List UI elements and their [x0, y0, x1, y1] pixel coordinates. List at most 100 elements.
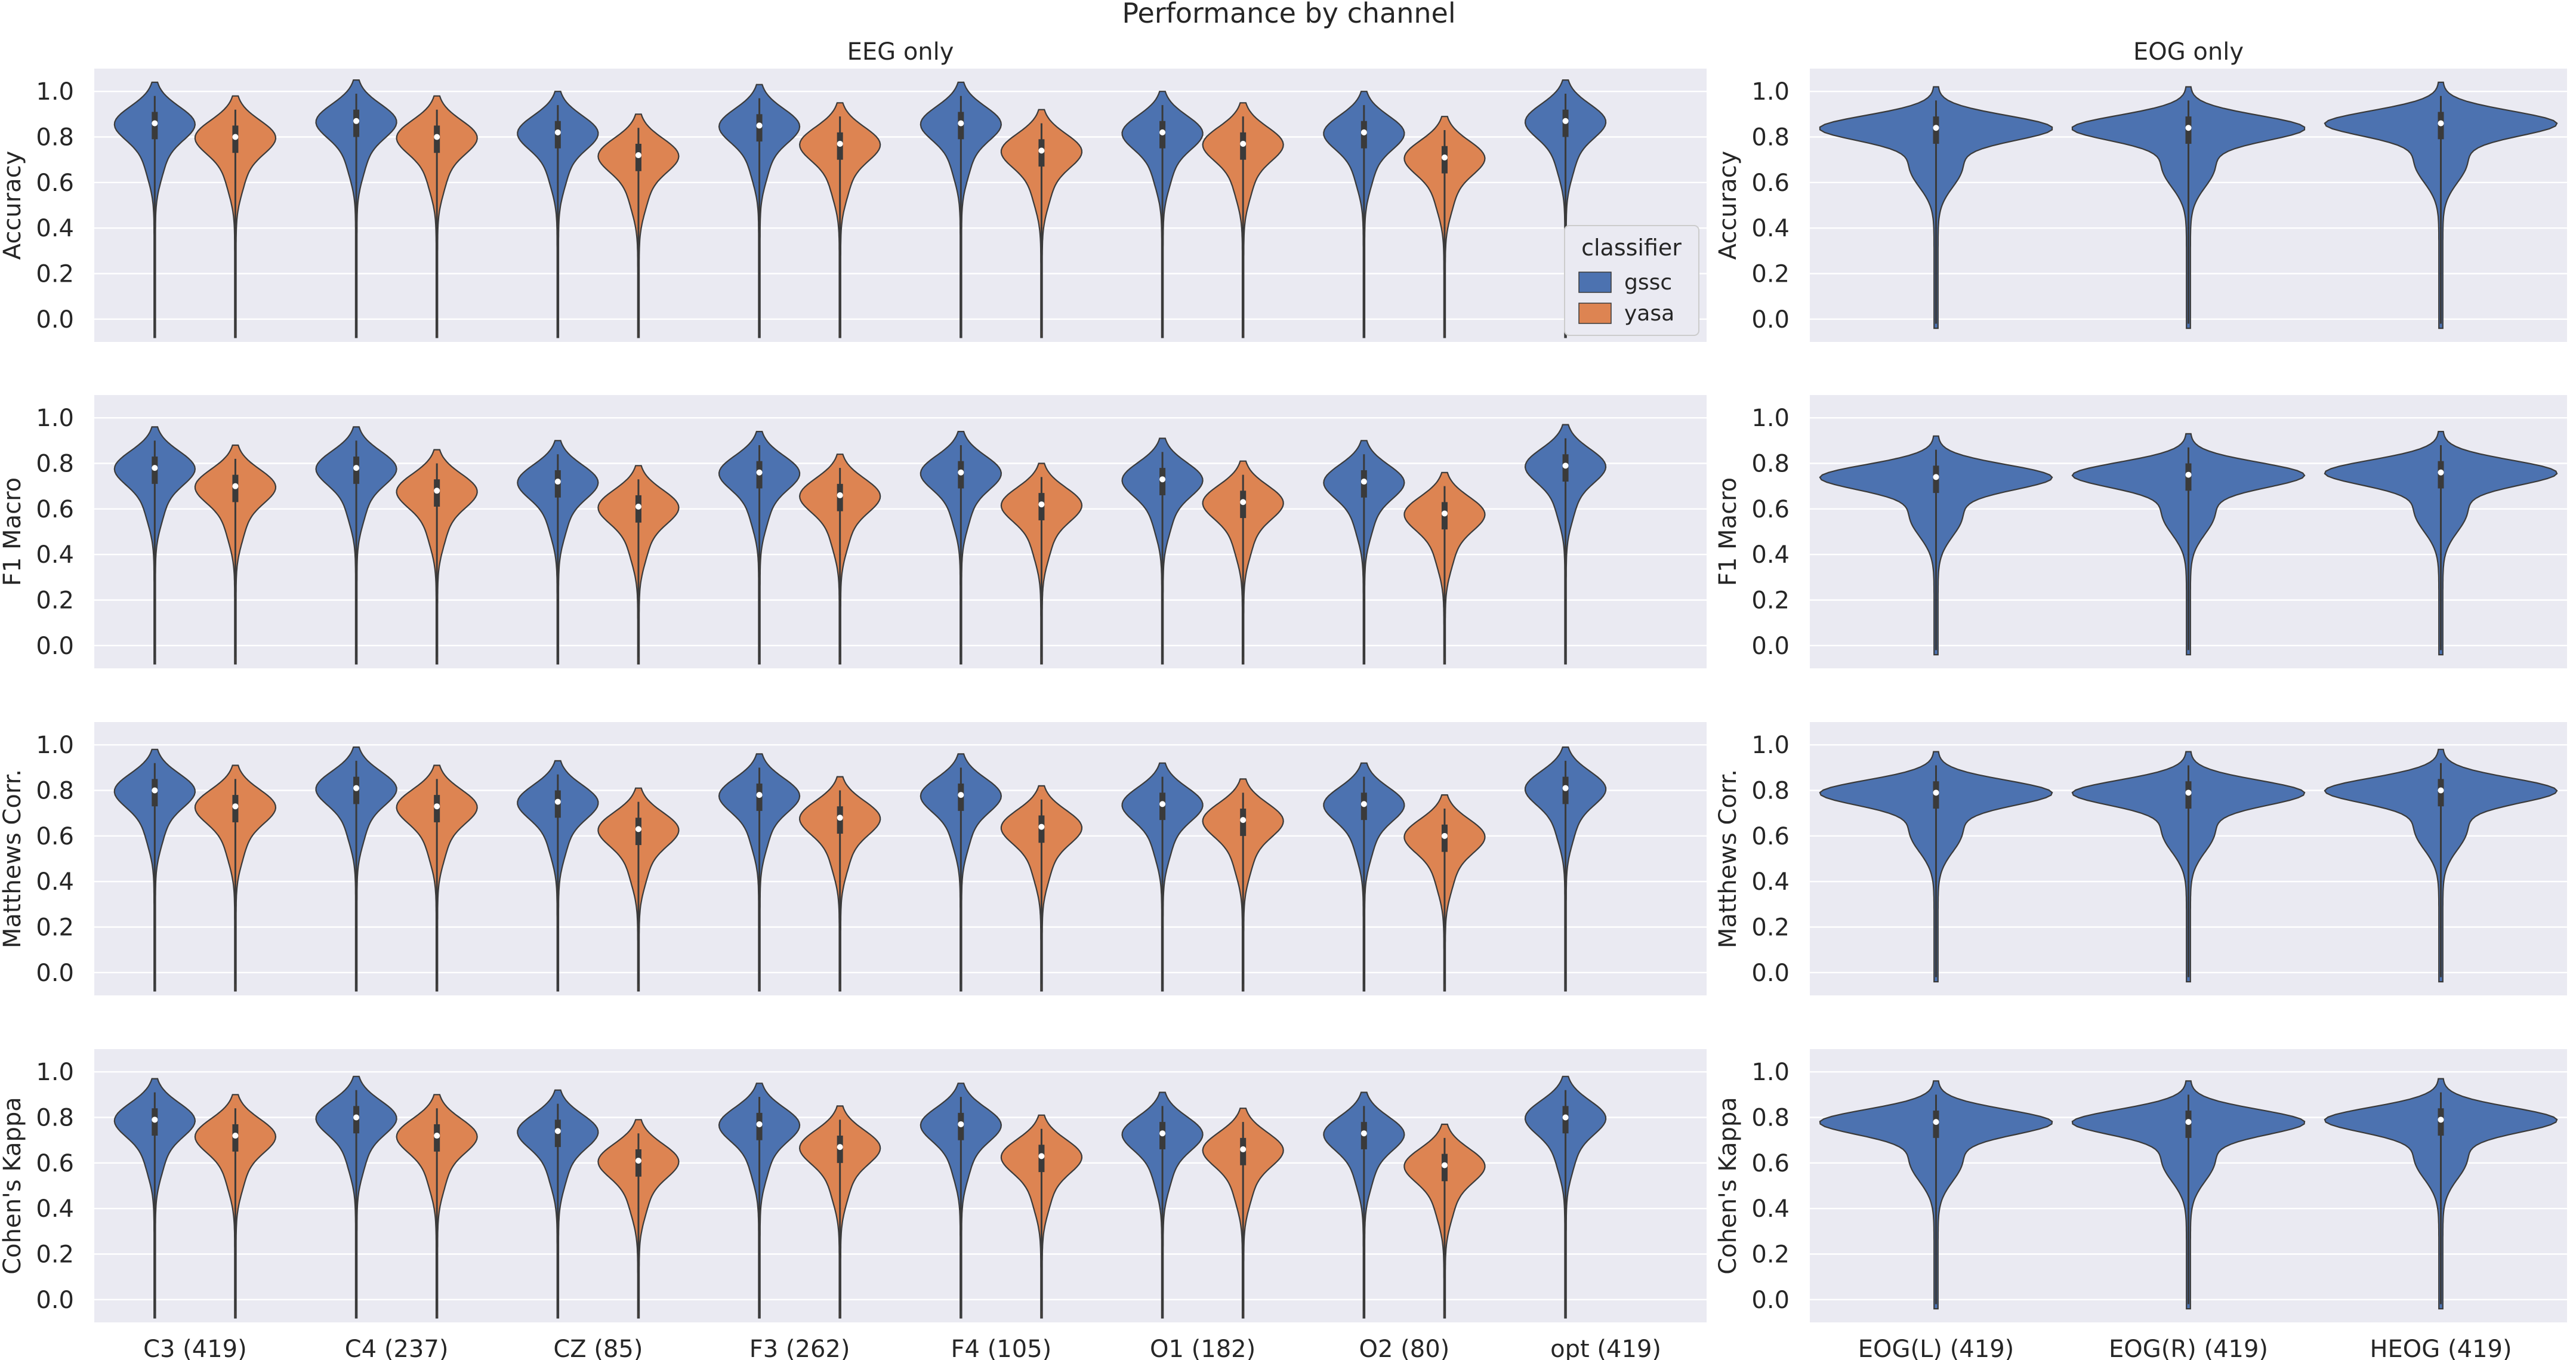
y-tick-label: 1.0: [36, 405, 74, 432]
violin-median-dot: [554, 798, 561, 805]
violin-median-dot: [1159, 476, 1166, 483]
violin-median-dot: [434, 134, 440, 140]
legend-swatch-gssc: [1578, 272, 1612, 293]
y-tick-label: 0.4: [1751, 215, 1790, 242]
violin-median-dot: [1361, 1130, 1367, 1137]
subplot-eog-mcc: 0.0 0.2 0.4 0.6 0.8 1.0 Matthews Corr.: [1714, 722, 2567, 995]
y-tick-label: 0.6: [36, 1150, 74, 1177]
y-axis-label: Matthews Corr.: [1714, 769, 1742, 948]
violin-median-dot: [958, 1121, 964, 1127]
y-tick-label: 0.4: [1751, 1195, 1790, 1223]
x-tick-label: O1 (182): [1150, 1336, 1255, 1360]
y-tick-label: 0.4: [36, 868, 74, 896]
violin-median-dot: [2438, 787, 2444, 794]
violin-median-dot: [2185, 471, 2192, 478]
violin-median-dot: [635, 504, 641, 510]
y-tick-label: 0.6: [36, 823, 74, 850]
y-tick-label: 0.6: [1751, 823, 1790, 850]
violin-median-dot: [1562, 118, 1569, 124]
violin-median-dot: [1240, 1146, 1247, 1152]
y-tick-label: 0.2: [1751, 587, 1790, 615]
y-tick-label: 0.6: [36, 496, 74, 523]
violin-median-dot: [1240, 499, 1247, 505]
violin-median-dot: [837, 815, 843, 821]
violin-median-dot: [1240, 140, 1247, 147]
y-tick-label: 0.0: [36, 1287, 74, 1314]
violin-median-dot: [1038, 147, 1045, 154]
violin-median-dot: [2185, 1119, 2192, 1125]
violin-median-dot: [2438, 120, 2444, 127]
violin-median-dot: [434, 488, 440, 494]
y-tick-label: 1.0: [1751, 1059, 1790, 1086]
y-axis-label: Cohen's Kappa: [0, 1097, 26, 1275]
violin-median-dot: [837, 140, 843, 147]
violin-median-dot: [1441, 832, 1448, 839]
legend: classifier gssc yasa: [1564, 225, 1699, 336]
y-axis-label: Matthews Corr.: [0, 769, 26, 948]
violin-median-dot: [635, 826, 641, 832]
subplot-eeg-kappa: 0.0 0.2 0.4 0.6 0.8 1.0 Cohen's Kappa C3 (419) C…: [0, 1049, 1707, 1360]
x-tick-label: EOG(R) (419): [2109, 1336, 2268, 1360]
violin-median-dot: [232, 483, 239, 489]
panel-title-eog: EOG only: [2133, 38, 2244, 66]
violin-median-dot: [1441, 154, 1448, 161]
violin-median-dot: [353, 1114, 360, 1121]
violin-median-dot: [1441, 1162, 1448, 1168]
y-tick-label: 1.0: [1751, 732, 1790, 759]
violin-median-dot: [2185, 125, 2192, 131]
violin-median-dot: [152, 787, 158, 794]
violin-median-dot: [1159, 129, 1166, 135]
x-tick-label: EOG(L) (419): [1858, 1336, 2014, 1360]
violin-median-dot: [1933, 474, 1939, 480]
y-tick-label: 0.6: [1751, 169, 1790, 197]
y-tick-label: 0.8: [1751, 778, 1790, 805]
x-tick-label: opt (419): [1550, 1336, 1661, 1360]
violin-median-dot: [232, 1133, 239, 1139]
y-tick-label: 0.2: [36, 261, 74, 288]
violin-median-dot: [837, 492, 843, 498]
y-tick-label: 0.2: [36, 1241, 74, 1269]
violin-median-dot: [958, 469, 964, 476]
violin-median-dot: [1159, 801, 1166, 807]
y-tick-label: 0.8: [36, 451, 74, 478]
subplot-eog-kappa: 0.0 0.2 0.4 0.6 0.8 1.0 Cohen's Kappa EOG(L) (4…: [1714, 1049, 2567, 1360]
figure-title: Performance by channel: [1122, 0, 1455, 29]
y-tick-label: 0.0: [36, 633, 74, 660]
y-tick-label: 1.0: [36, 78, 74, 106]
violin-median-dot: [1933, 1119, 1939, 1125]
y-tick-label: 1.0: [36, 1059, 74, 1086]
violin-median-dot: [2185, 790, 2192, 796]
x-tick-label: F4 (105): [951, 1336, 1052, 1360]
legend-label-gssc: gssc: [1624, 270, 1672, 295]
violin-median-dot: [152, 120, 158, 127]
violin-median-dot: [1159, 1130, 1166, 1137]
y-axis-label: F1 Macro: [0, 477, 26, 586]
y-axis-label: Accuracy: [0, 151, 26, 260]
x-tick-label: F3 (262): [749, 1336, 850, 1360]
violin-median-dot: [232, 134, 239, 140]
y-axis-label: Accuracy: [1714, 151, 1742, 260]
y-tick-label: 0.4: [36, 541, 74, 569]
y-tick-label: 0.0: [1751, 306, 1790, 334]
y-tick-label: 0.8: [36, 1105, 74, 1132]
violin-median-dot: [1038, 501, 1045, 508]
violin-median-dot: [1038, 824, 1045, 830]
violin-median-dot: [2438, 469, 2444, 476]
y-tick-label: 0.8: [1751, 124, 1790, 152]
y-tick-label: 0.0: [1751, 633, 1790, 660]
violin-median-dot: [1933, 790, 1939, 796]
violin-median-dot: [1038, 1153, 1045, 1159]
legend-swatch-yasa: [1578, 303, 1612, 324]
subplot-eog-f1: 0.0 0.2 0.4 0.6 0.8 1.0 F1 Macro: [1714, 395, 2567, 668]
y-axis-label: F1 Macro: [1714, 477, 1742, 586]
violin-median-dot: [756, 792, 763, 798]
violin-median-dot: [635, 1158, 641, 1164]
violin-median-dot: [353, 785, 360, 791]
y-tick-label: 0.0: [1751, 1287, 1790, 1314]
y-tick-label: 0.8: [1751, 1105, 1790, 1132]
y-tick-label: 0.0: [36, 960, 74, 987]
y-tick-label: 0.6: [1751, 496, 1790, 523]
violin-median-dot: [152, 1117, 158, 1123]
panel-title-eeg: EEG only: [847, 38, 954, 66]
